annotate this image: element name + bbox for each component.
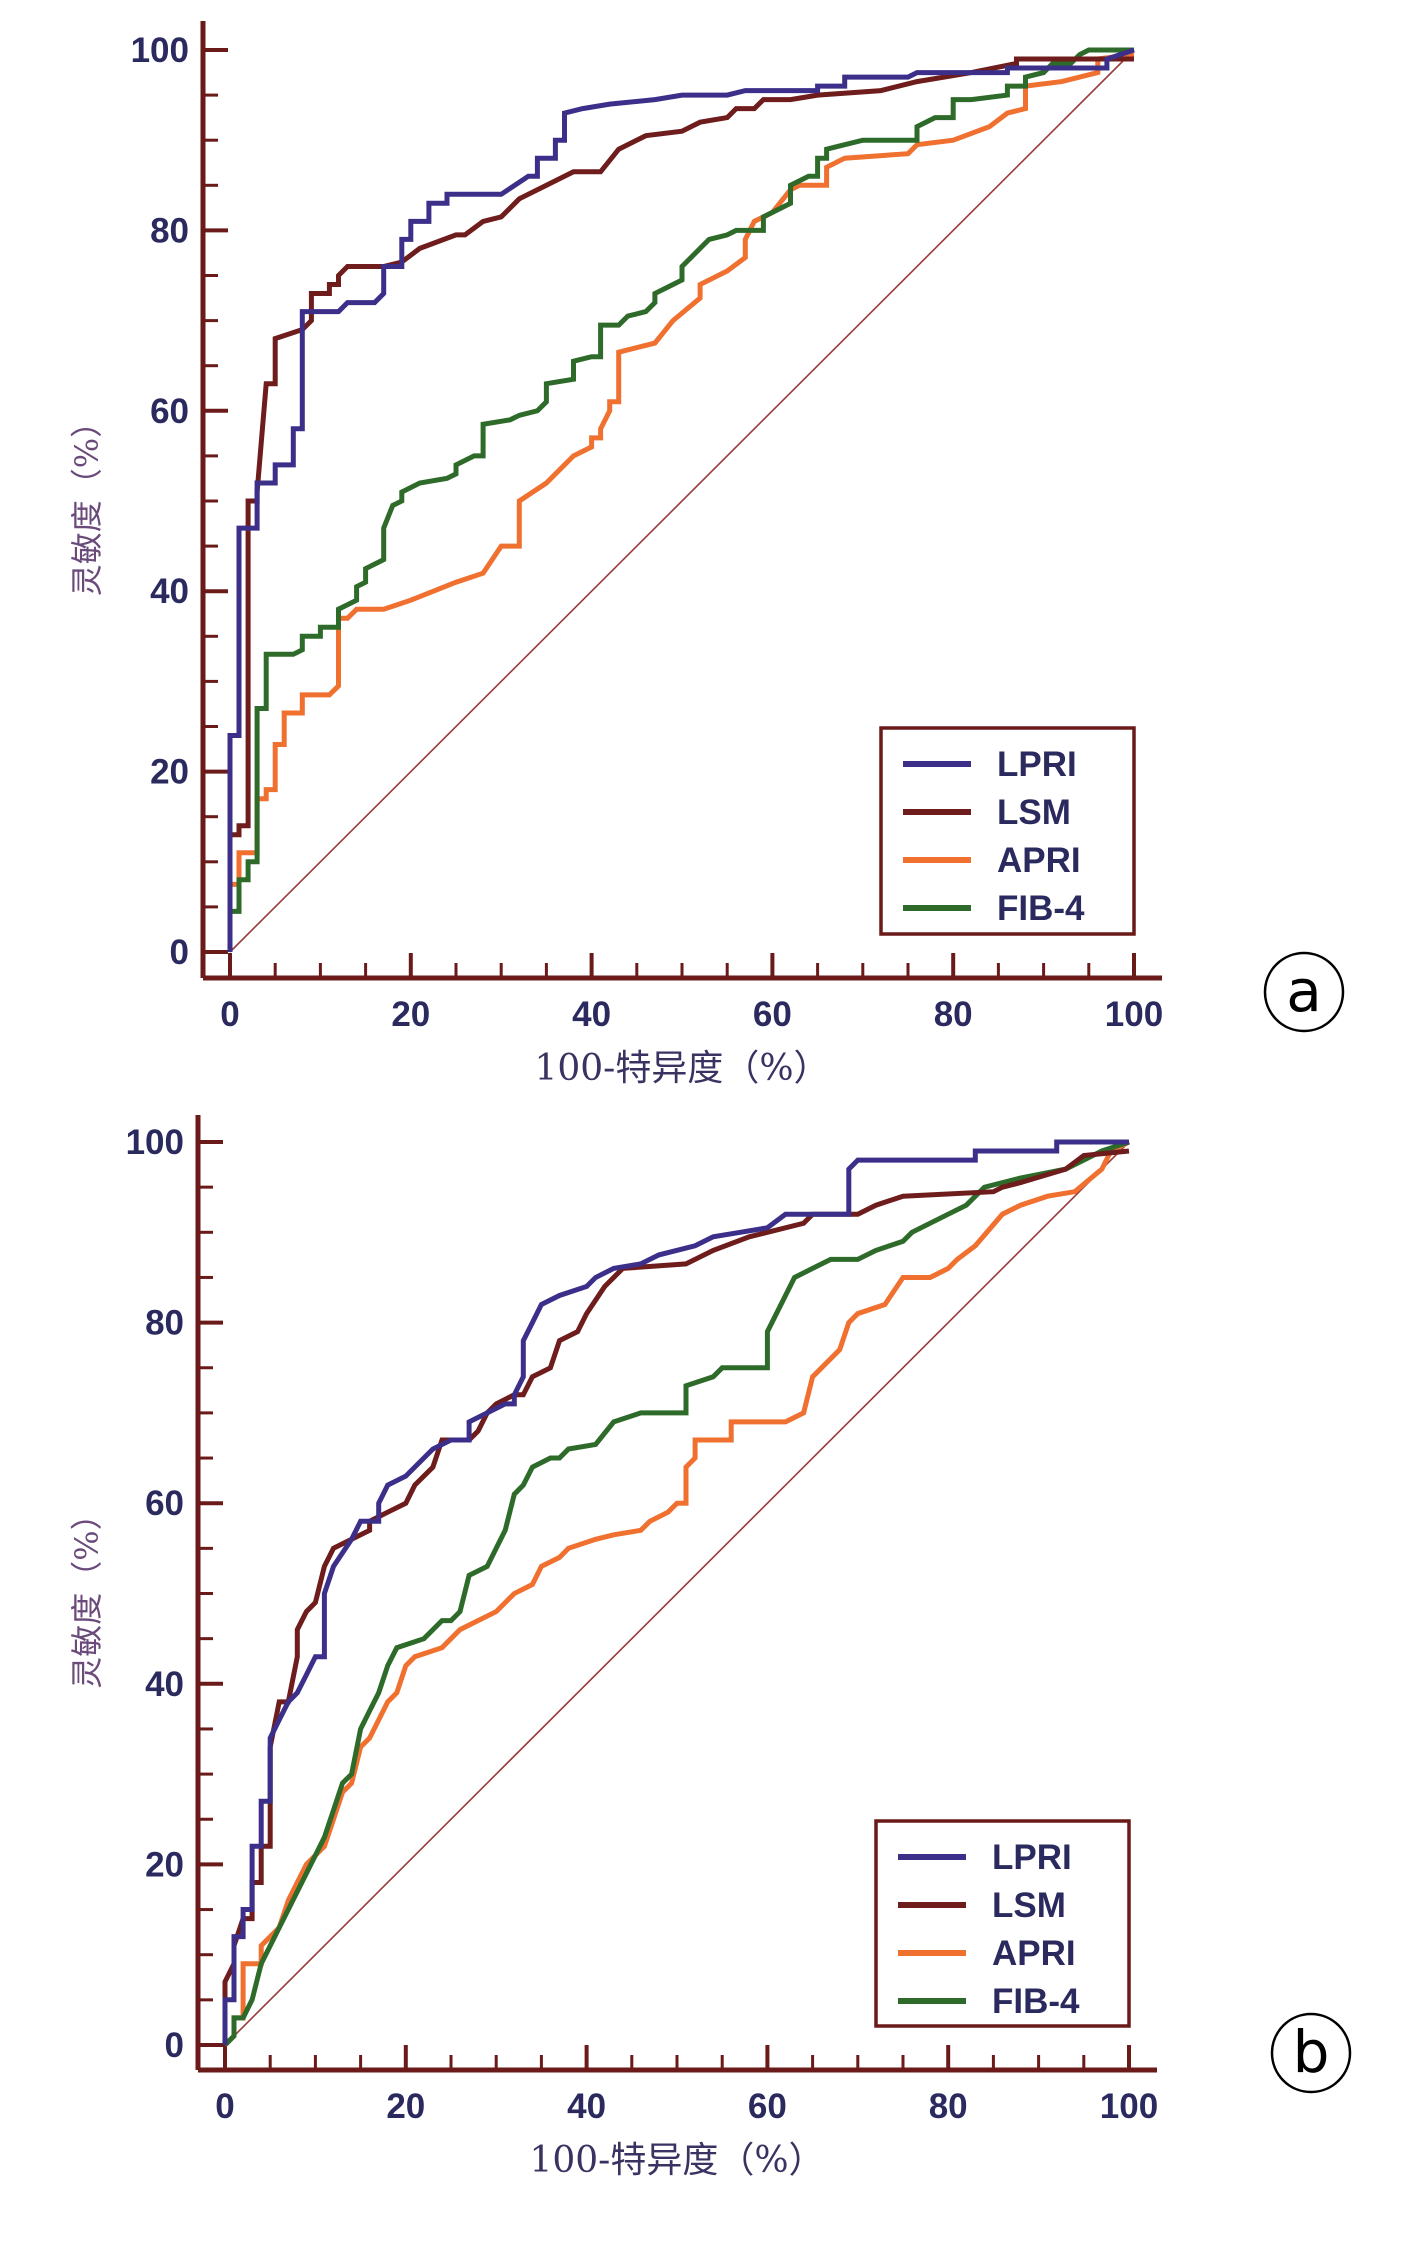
x-tick-label: 0 [220, 995, 239, 1034]
y-tick-label: 0 [170, 933, 189, 972]
series-lpri-line [227, 47, 1135, 952]
y-tick-label: 20 [145, 1845, 184, 1884]
y-tick-label: 80 [150, 211, 189, 250]
legend-label-lpri: LPRI [992, 1838, 1072, 1877]
panel-label-circle [1263, 951, 1345, 1033]
series-lpri-line [222, 1139, 1129, 2045]
series-lsm-line [227, 56, 1134, 952]
x-axis-label: 100-特异度（%） [534, 1048, 829, 1089]
series-fib-4-line [223, 1139, 1130, 2047]
series-apri-line [223, 1139, 1131, 2047]
x-tick-label: 60 [748, 2087, 787, 2126]
legend: LPRI LSM APRI FIB-4 [879, 726, 1136, 936]
x-tick-label: 60 [753, 995, 792, 1034]
y-tick-label: 100 [126, 1123, 184, 1162]
x-tick-label: 40 [572, 995, 611, 1034]
y-axis-label: 灵敏度（%） [68, 1498, 106, 1688]
series-fib-4-line [227, 47, 1134, 952]
panel-label: b [1293, 2018, 1330, 2086]
legend: LPRI LSM APRI FIB-4 [874, 1819, 1131, 2028]
y-tick-label: 40 [150, 572, 189, 611]
legend-label-fib-4: FIB-4 [997, 889, 1085, 928]
y-axis-label: 灵敏度（%） [68, 406, 106, 596]
x-tick-label: 100 [1105, 995, 1163, 1034]
legend-label-lsm: LSM [997, 793, 1071, 832]
y-tick-label: 100 [131, 31, 189, 70]
y-tick-label: 60 [150, 392, 189, 431]
panel-label: a [1286, 957, 1322, 1025]
x-tick-label: 100 [1100, 2087, 1158, 2126]
roc-chart-b: 0 20 40 60 80 100 0 20 40 60 80 100 100-特异度（%） 灵敏度（%）… [68, 1115, 1352, 2181]
y-tick-label: 20 [150, 753, 189, 792]
x-tick-label: 20 [386, 2087, 425, 2126]
x-tick-label: 80 [934, 995, 973, 1034]
roc-chart-a: 0 20 40 60 80 100 0 20 40 60 80 100 100-特异度（%） 灵敏度（%）… [68, 21, 1345, 1089]
y-tick-label: 40 [145, 1665, 184, 1704]
reference-diagonal [229, 49, 1135, 953]
x-tick-label: 40 [567, 2087, 606, 2126]
y-tick-label: 60 [145, 1484, 184, 1523]
x-axis-label: 100-特异度（%） [529, 2140, 824, 2181]
series-apri-line [227, 52, 1135, 952]
y-tick-label: 80 [145, 1304, 184, 1343]
x-tick-label: 0 [215, 2087, 234, 2126]
reference-diagonal [224, 1141, 1130, 2046]
y-tick-label: 0 [165, 2026, 184, 2065]
legend-label-apri: APRI [992, 1934, 1076, 1973]
panel-label-circle [1270, 2012, 1352, 2094]
legend-label-lpri: LPRI [997, 745, 1077, 784]
legend-label-fib-4: FIB-4 [992, 1982, 1080, 2021]
legend-label-apri: APRI [997, 841, 1081, 880]
x-tick-label: 80 [929, 2087, 968, 2126]
x-tick-label: 20 [391, 995, 430, 1034]
legend-label-lsm: LSM [992, 1886, 1066, 1925]
